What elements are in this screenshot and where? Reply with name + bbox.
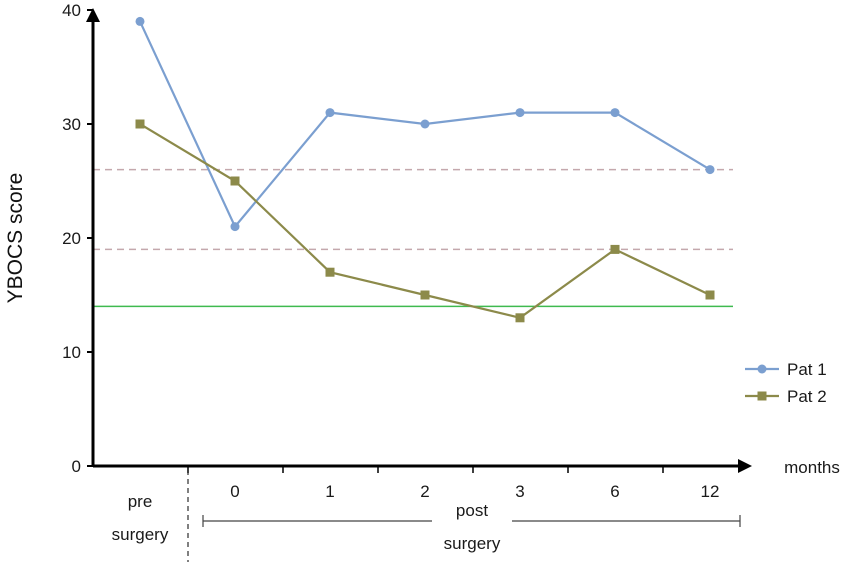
reference-lines bbox=[93, 168, 733, 308]
y-tick-label: 0 bbox=[72, 457, 81, 476]
x-tick-label: 3 bbox=[515, 482, 524, 501]
series-2-point bbox=[705, 290, 715, 300]
series-2-point bbox=[325, 267, 335, 277]
series-layer bbox=[135, 16, 715, 323]
series-1-point bbox=[705, 165, 715, 175]
series-1-point bbox=[135, 16, 145, 26]
y-tick-label: 10 bbox=[62, 343, 81, 362]
legend-label-2: Pat 2 bbox=[787, 387, 827, 406]
x-tick-label: 6 bbox=[610, 482, 619, 501]
series-2-point bbox=[515, 313, 525, 323]
series-1-point bbox=[230, 222, 240, 232]
post-surgery-label-line1: post bbox=[456, 501, 488, 520]
axes bbox=[86, 8, 752, 562]
series-1-point bbox=[325, 108, 335, 118]
legend: Pat 1 Pat 2 bbox=[745, 360, 827, 406]
post-surgery-label-line2: surgery bbox=[444, 534, 501, 553]
series-2-point bbox=[420, 290, 430, 300]
y-axis-arrow bbox=[86, 8, 100, 22]
x-tick-label: 12 bbox=[701, 482, 720, 501]
series-1-point bbox=[515, 108, 525, 118]
x-axis-title: months bbox=[784, 458, 840, 477]
pre-surgery-label-line2: surgery bbox=[112, 525, 169, 544]
y-tick-label: 40 bbox=[62, 1, 81, 20]
series-line-2 bbox=[139, 123, 711, 319]
x-tick-label: 1 bbox=[325, 482, 334, 501]
legend-marker-1 bbox=[757, 364, 767, 374]
y-tick-label: 20 bbox=[62, 229, 81, 248]
series-2-point bbox=[610, 244, 620, 254]
y-tick-label: 30 bbox=[62, 115, 81, 134]
series-2-point bbox=[135, 119, 145, 129]
legend-marker-2 bbox=[757, 391, 767, 401]
series-1-point bbox=[420, 119, 430, 129]
legend-label-1: Pat 1 bbox=[787, 360, 827, 379]
pre-surgery-label-line1: pre bbox=[128, 492, 153, 511]
x-tick-label: 0 bbox=[230, 482, 239, 501]
series-1-point bbox=[610, 108, 620, 118]
series-2-point bbox=[230, 176, 240, 186]
x-tick-label: 2 bbox=[420, 482, 429, 501]
x-axis-arrow bbox=[738, 459, 752, 473]
y-axis-title: YBOCS score bbox=[4, 173, 27, 304]
